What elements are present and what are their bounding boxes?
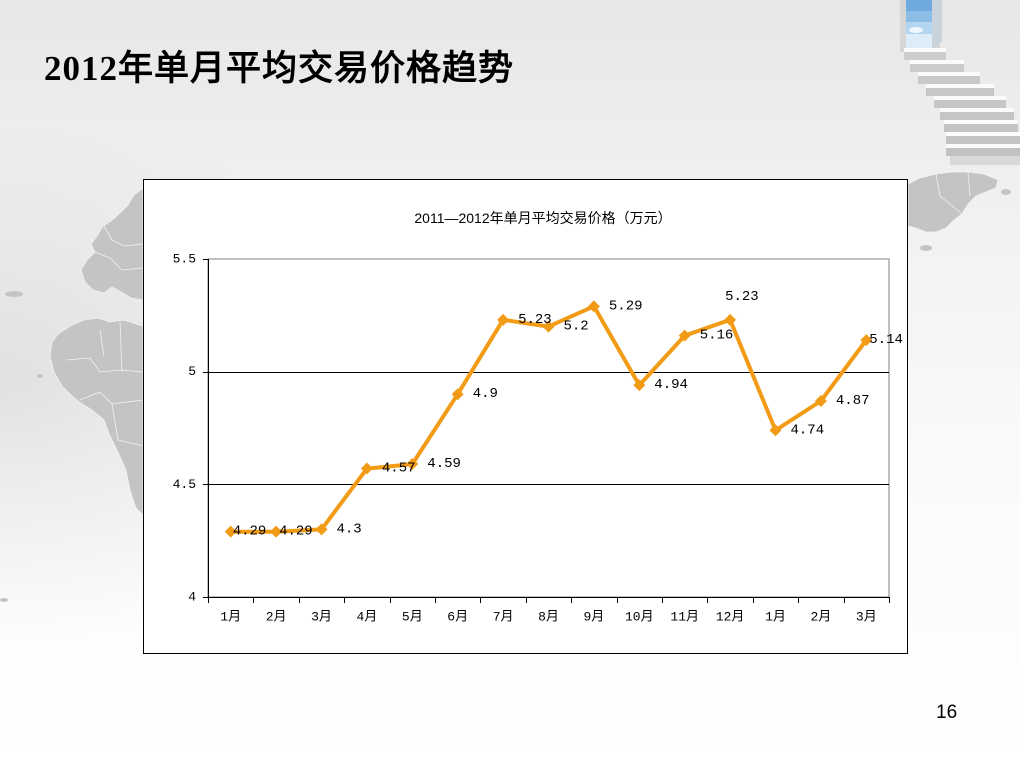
- x-tick-label: 6月: [447, 610, 468, 625]
- x-tick-label: 2月: [266, 610, 287, 625]
- x-tick-label: 1月: [765, 610, 786, 625]
- y-tick-label: 5.5: [173, 252, 196, 267]
- line-chart: 2011—2012年单月平均交易价格（万元） 4 4.5 5 5.5 1月 2月 3月 4月…: [173, 210, 903, 625]
- x-tick-label: 3月: [856, 610, 877, 625]
- x-tick-label: 10月: [625, 610, 654, 625]
- plot-area: [207, 258, 890, 598]
- data-label: 4.57: [382, 461, 416, 477]
- data-point-marker: [860, 334, 873, 347]
- data-point-marker: [633, 379, 646, 392]
- x-tick-label: 2月: [810, 610, 831, 625]
- data-label: 4.9: [473, 386, 498, 402]
- data-label: 4.29: [233, 524, 267, 540]
- data-point-marker: [270, 525, 283, 538]
- data-label: 5.23: [725, 289, 759, 305]
- data-label: 4.29: [279, 524, 313, 540]
- data-point-marker: [724, 313, 737, 326]
- data-point-marker: [315, 523, 328, 536]
- series: [224, 300, 873, 538]
- data-label: 5.29: [609, 298, 643, 314]
- x-axis: 1月 2月 3月 4月 5月 6月 7月 8月 9月 10月 11月 12月 1月 2月 3月: [208, 597, 890, 625]
- data-point-marker: [678, 329, 691, 342]
- y-axis: 4 4.5 5 5.5: [173, 252, 209, 605]
- data-point-marker: [406, 458, 419, 471]
- series-line: [228, 304, 869, 534]
- data-label: 4.87: [836, 393, 870, 409]
- data-point-marker: [451, 388, 464, 401]
- data-point-marker: [814, 394, 827, 407]
- data-point-marker: [360, 462, 373, 475]
- data-label: 4.59: [427, 456, 461, 472]
- data-point-marker: [497, 313, 510, 326]
- data-label: 4.3: [337, 521, 362, 537]
- x-tick-label: 12月: [716, 610, 745, 625]
- x-tick-label: 3月: [311, 610, 332, 625]
- y-tick-label: 4.5: [173, 477, 196, 492]
- plot-border: [207, 258, 890, 598]
- data-labels: 4.29 4.29 4.3 4.57 4.59 4.9 5.23 5.2 5.29 4.94 5.1…: [233, 289, 903, 540]
- data-label: 5.16: [700, 328, 734, 344]
- data-point-marker: [224, 525, 237, 538]
- x-tick-label: 11月: [670, 610, 699, 625]
- x-tick-label: 9月: [583, 610, 604, 625]
- data-point-marker: [769, 424, 782, 437]
- y-tick-label: 5: [188, 364, 196, 379]
- chart-title: 2011—2012年单月平均交易价格（万元）: [414, 210, 671, 226]
- x-tick-label: 8月: [538, 610, 559, 625]
- data-point-marker: [587, 300, 600, 313]
- y-tick-label: 4: [188, 590, 196, 605]
- staircase-decoration: [900, 0, 1020, 165]
- data-label: 5.23: [518, 312, 552, 328]
- data-label: 5.2: [564, 319, 589, 335]
- page-number: 16: [936, 702, 958, 723]
- data-label: 4.74: [791, 422, 825, 438]
- data-label: 4.94: [654, 377, 688, 393]
- x-tick-label: 4月: [356, 610, 377, 625]
- slide-title: 2012年单月平均交易价格趋势: [44, 49, 515, 88]
- data-point-marker: [542, 320, 555, 333]
- x-tick-label: 1月: [220, 610, 241, 625]
- x-tick-label: 7月: [493, 610, 514, 625]
- chart-container: 2011—2012年单月平均交易价格（万元） 4 4.5 5 5.5 1月 2月 3月 4月…: [143, 179, 908, 654]
- x-tick-label: 5月: [402, 610, 423, 625]
- data-label: 5.14: [869, 332, 903, 348]
